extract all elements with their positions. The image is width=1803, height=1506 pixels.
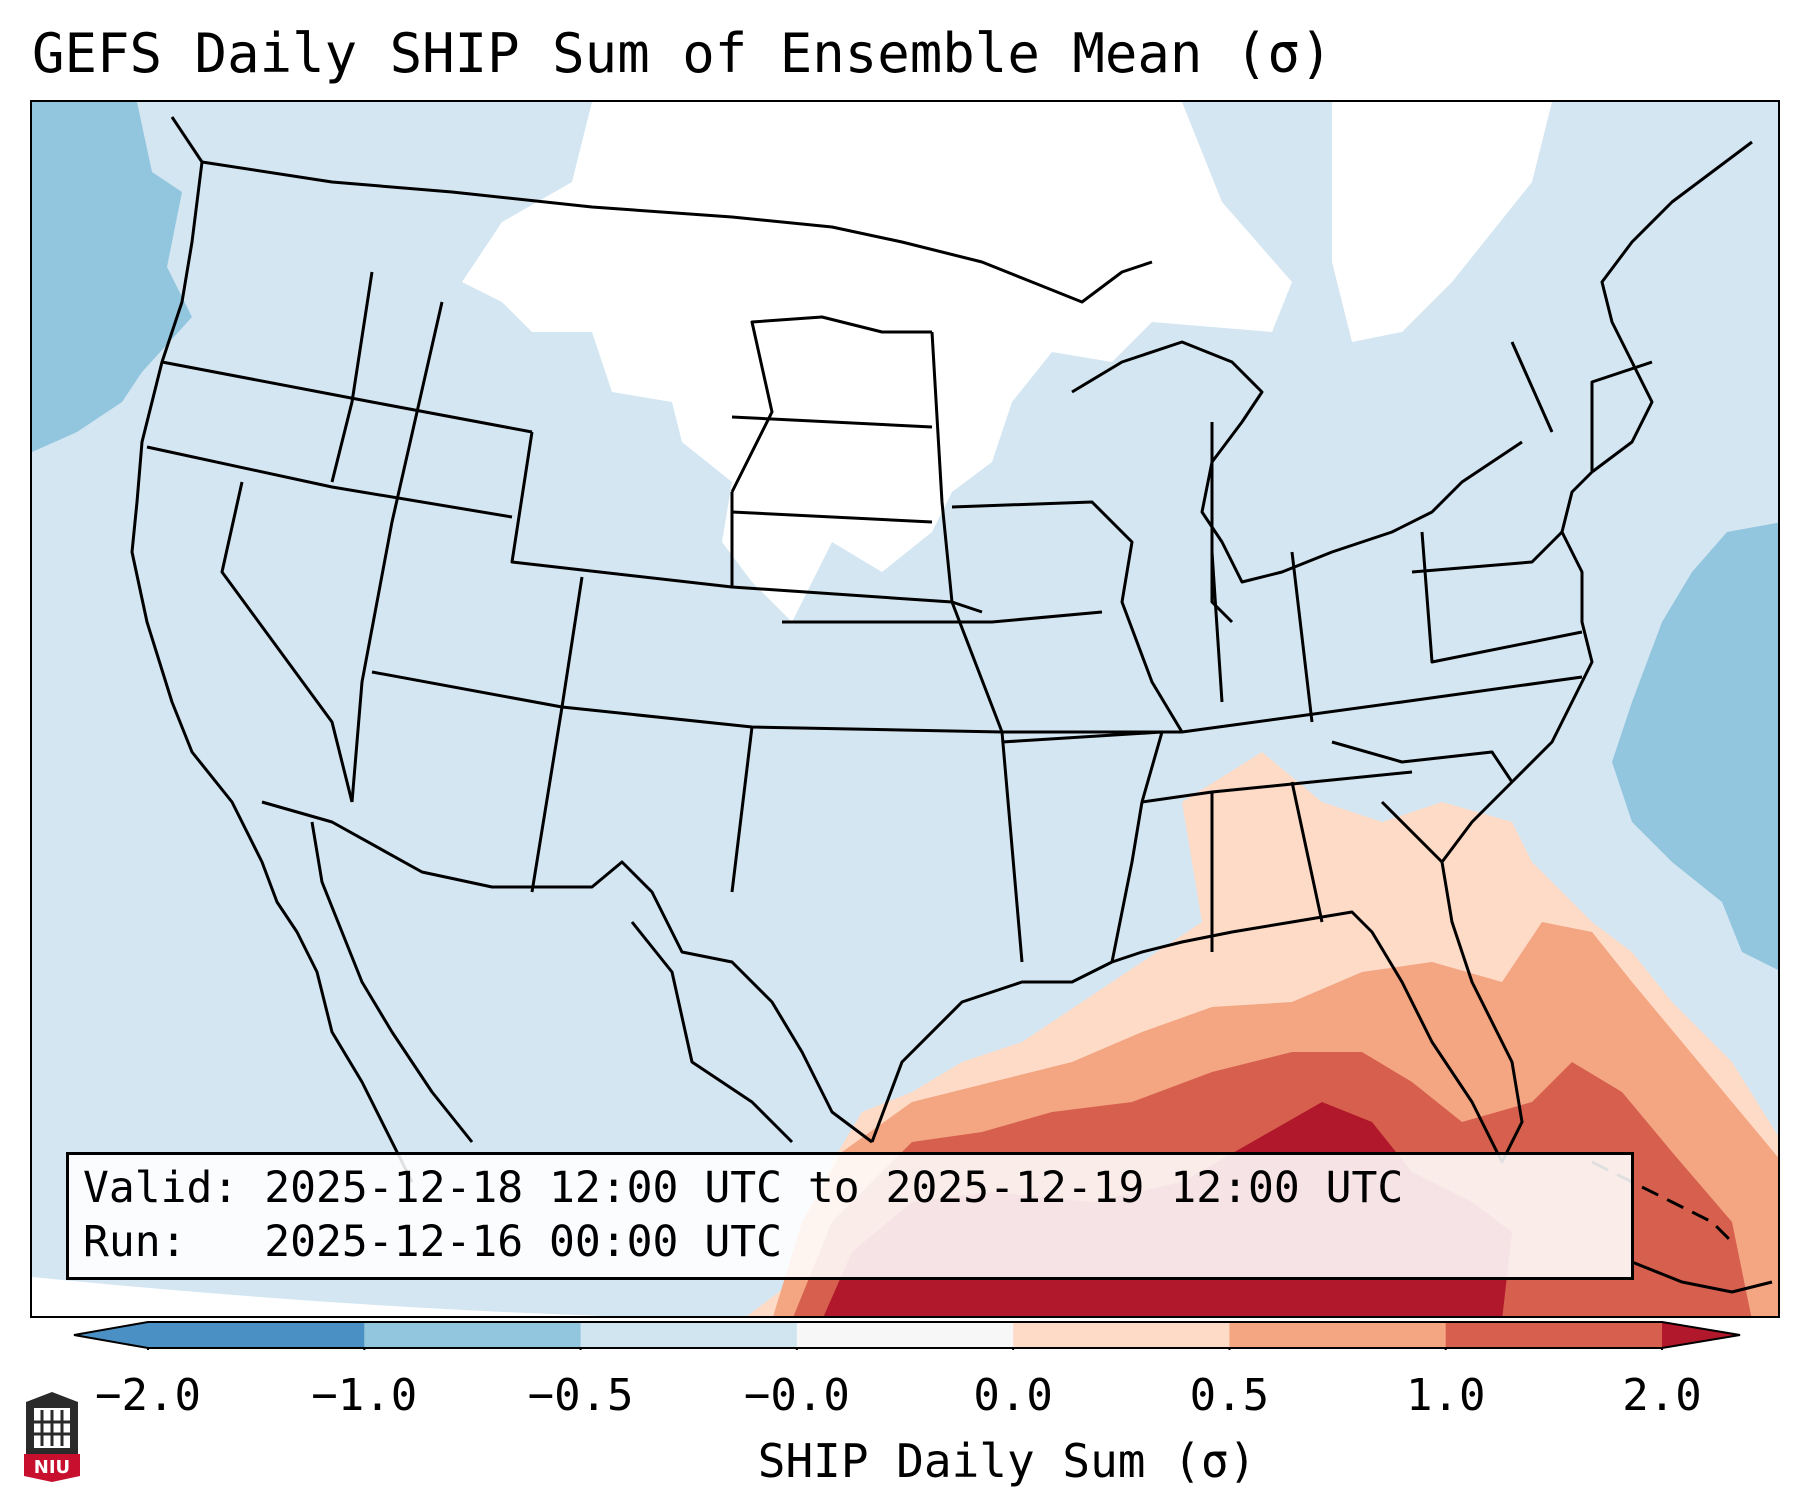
valid-time-box: Valid: 2025-12-18 12:00 UTC to 2025-12-1… — [66, 1152, 1634, 1280]
colorbar-tick-label: −0.5 — [527, 1370, 634, 1421]
valid-value: 2025-12-18 12:00 UTC to 2025-12-19 12:00… — [264, 1163, 1404, 1213]
colorbar-extend-high — [1662, 1322, 1740, 1348]
colorbar — [73, 1321, 1741, 1350]
colorbar-segment — [148, 1322, 365, 1348]
valid-label: Valid: — [83, 1163, 239, 1213]
niu-logo: NIU — [24, 1392, 80, 1482]
colorbar-segment — [1229, 1322, 1447, 1348]
projection-edge — [32, 1277, 605, 1316]
colorbar-segment — [364, 1322, 582, 1348]
colorbar-tick-label: 0.5 — [1189, 1370, 1270, 1421]
colorbar-extend-low — [74, 1322, 148, 1348]
colorbar-segment — [580, 1322, 798, 1348]
canada-neutral-region — [1332, 102, 1552, 342]
logo-text: NIU — [34, 1457, 70, 1478]
atlantic-negative-region — [1612, 522, 1778, 970]
colorbar-segment — [1013, 1322, 1230, 1348]
colorbar-tick-label: 1.0 — [1405, 1370, 1486, 1421]
run-label: Run: — [83, 1217, 187, 1267]
colorbar-tick-label: −0.0 — [743, 1370, 850, 1421]
colorbar-tick-label: −1.0 — [311, 1370, 418, 1421]
colorbar-tick-label: −2.0 — [95, 1370, 201, 1421]
map-panel — [30, 100, 1780, 1318]
northern-plains-neutral-region — [462, 102, 1292, 622]
map-canvas — [32, 102, 1778, 1316]
map-title: GEFS Daily SHIP Sum of Ensemble Mean (σ) — [32, 22, 1333, 85]
colorbar-tick-label: 2.0 — [1622, 1370, 1702, 1421]
colorbar-segment — [1445, 1322, 1663, 1348]
run-value: 2025-12-16 00:00 UTC — [264, 1217, 782, 1267]
colorbar-tick-label: 0.0 — [973, 1370, 1053, 1421]
pacific-negative-region — [32, 102, 192, 452]
colorbar-label: SHIP Daily Sum (σ) — [757, 1434, 1257, 1488]
boundary-lines — [130, 116, 1773, 1294]
colorbar-segment — [796, 1322, 1014, 1348]
